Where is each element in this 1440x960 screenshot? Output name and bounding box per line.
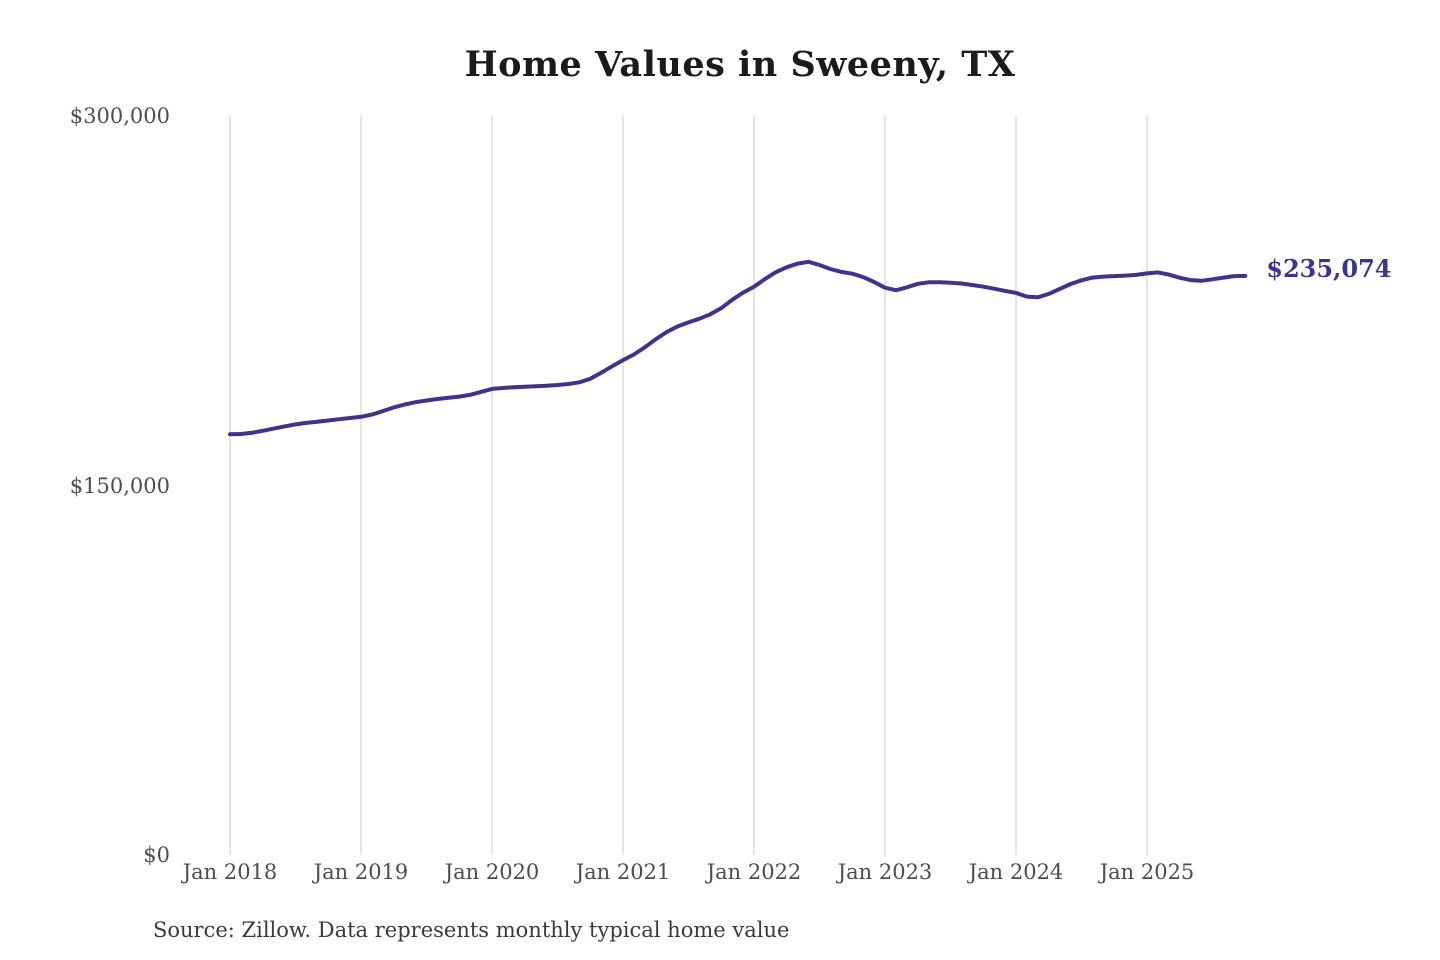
x-axis-tick-label: Jan 2024	[968, 860, 1064, 884]
x-axis-tick-label: Jan 2019	[313, 860, 409, 884]
x-axis-tick-label: Jan 2022	[706, 860, 802, 884]
home-value-line	[228, 259, 1248, 437]
x-axis-tick-label: Jan 2025	[1099, 860, 1195, 884]
x-axis-tick-label: Jan 2018	[182, 860, 278, 884]
y-axis-tick-label: $300,000	[69, 104, 170, 128]
x-axis-tick-label: Jan 2023	[837, 860, 933, 884]
y-axis-tick-label: $0	[143, 843, 170, 867]
x-axis-tick-label: Jan 2021	[575, 860, 671, 884]
chart-title: Home Values in Sweeny, TX	[464, 44, 1016, 85]
gridlines-group	[229, 116, 1148, 855]
end-value-label: $235,074	[1266, 253, 1392, 283]
x-axis-tick-label: Jan 2020	[444, 860, 540, 884]
y-axis-tick-label: $150,000	[69, 473, 170, 498]
source-note: Source: Zillow. Data represents monthly …	[153, 918, 790, 942]
